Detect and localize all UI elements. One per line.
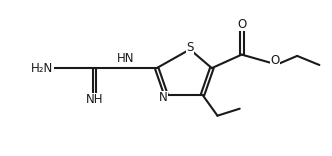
Text: NH: NH [86,93,103,106]
Text: N: N [159,91,168,104]
Text: S: S [186,41,194,54]
Text: O: O [237,18,246,31]
Text: O: O [270,54,280,67]
Text: HN: HN [117,52,134,65]
Text: H₂N: H₂N [31,62,54,75]
